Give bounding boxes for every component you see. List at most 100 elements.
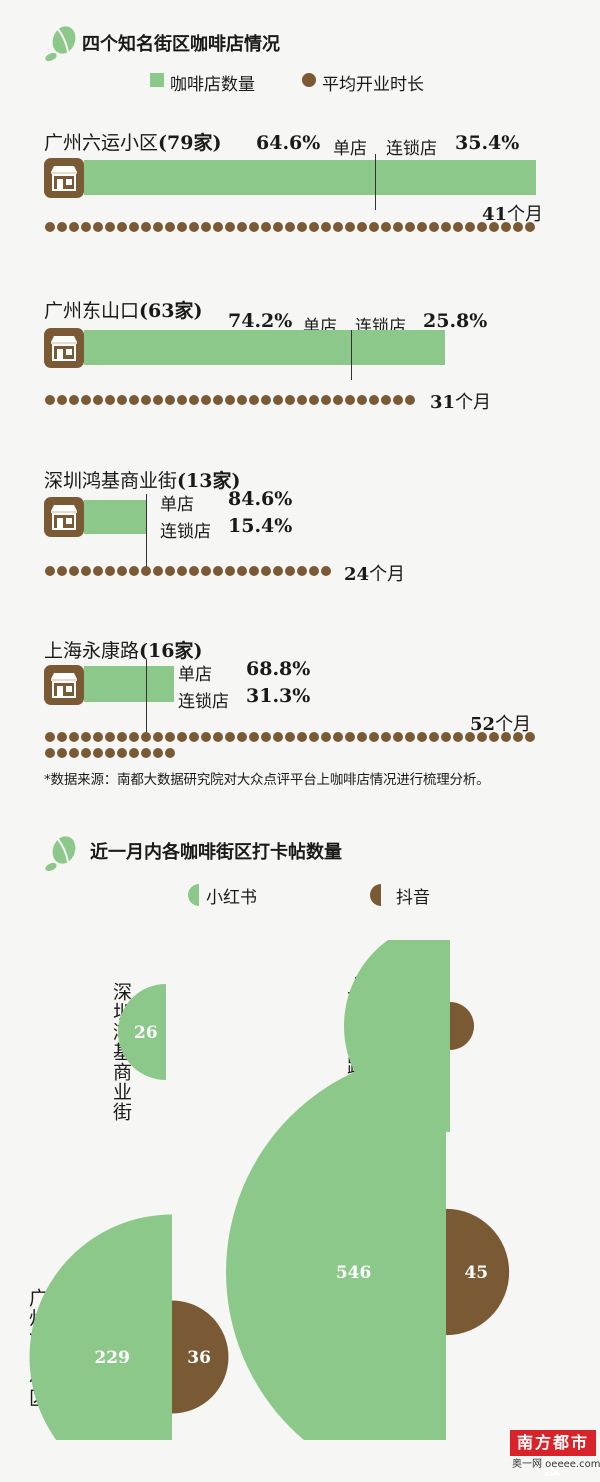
month-dot [453, 222, 463, 232]
count-bar [84, 330, 445, 365]
month-dot [141, 732, 151, 742]
month-dot [513, 222, 523, 232]
month-dot [153, 222, 163, 232]
month-dot [201, 566, 211, 576]
month-dot [417, 222, 427, 232]
month-dot [489, 222, 499, 232]
month-dot [333, 395, 343, 405]
duration-dots [45, 732, 535, 758]
month-dot [309, 222, 319, 232]
chain-label: 连锁店 [386, 139, 437, 159]
month-dot [441, 222, 451, 232]
month-dot [417, 732, 427, 742]
month-dot [405, 732, 415, 742]
month-dot [345, 222, 355, 232]
month-dot [393, 395, 403, 405]
month-dot [393, 732, 403, 742]
duration-label: 41个月 [482, 204, 544, 225]
month-dot [81, 395, 91, 405]
single-pct: 84.6% [228, 488, 293, 510]
month-dot [165, 732, 175, 742]
month-dot [141, 748, 151, 758]
logo-subtitle: 奥一网 oeeee.com [512, 1459, 600, 1470]
month-dot [45, 732, 55, 742]
month-dot [285, 222, 295, 232]
split-marker [351, 330, 352, 380]
split-marker [146, 660, 147, 736]
legend-duration-dot [302, 73, 316, 87]
month-dot [333, 222, 343, 232]
single-label: 单店 [333, 139, 367, 159]
duration-dots [45, 566, 331, 576]
month-dot [465, 222, 475, 232]
month-dot [345, 395, 355, 405]
month-dot [81, 732, 91, 742]
month-dot [57, 732, 67, 742]
legend-count-swatch [150, 73, 164, 87]
legend-duration-label: 平均开业时长 [322, 75, 424, 95]
count-bar [84, 500, 146, 534]
month-dot [153, 395, 163, 405]
month-dot [141, 395, 151, 405]
legend-douyin-swatch [370, 884, 381, 906]
month-dot [333, 732, 343, 742]
month-dot [165, 395, 175, 405]
douyin-value-label: 45 [464, 1263, 488, 1283]
storefront-icon [44, 665, 84, 705]
month-dot [381, 222, 391, 232]
month-dot [297, 222, 307, 232]
month-dot [465, 732, 475, 742]
split-marker [375, 154, 376, 210]
month-dot [213, 395, 223, 405]
duration-dots [45, 395, 415, 405]
month-dot [213, 222, 223, 232]
month-dot [165, 566, 175, 576]
month-dot [309, 732, 319, 742]
month-dot [117, 748, 127, 758]
month-dot [285, 566, 295, 576]
month-dot [45, 748, 55, 758]
duration-label: 24个月 [344, 564, 406, 585]
month-dot [189, 566, 199, 576]
street-title: 广州东山口(63家) [44, 300, 203, 322]
legend-xhs-swatch [188, 884, 199, 906]
xiaohongshu-value-label: 26 [134, 1023, 158, 1043]
month-dot [237, 566, 247, 576]
douyin-half-circle [450, 1002, 474, 1050]
month-dot [297, 566, 307, 576]
xiaohongshu-value-label: 546 [336, 1263, 372, 1283]
data-source-note: *数据来源：南都大数据研究院对大众点评平台上咖啡店情况进行梳理分析。 [44, 772, 490, 788]
chain-label: 连锁店 [160, 522, 211, 542]
month-dot [189, 395, 199, 405]
month-dot [321, 395, 331, 405]
month-dot [165, 748, 175, 758]
month-dot [369, 395, 379, 405]
legend-douyin-label: 抖音 [396, 888, 430, 908]
month-dot [513, 732, 523, 742]
month-dot [357, 222, 367, 232]
month-dot [177, 222, 187, 232]
month-dot [249, 732, 259, 742]
count-bar [84, 666, 174, 702]
month-dot [129, 748, 139, 758]
month-dot [129, 566, 139, 576]
month-dot [57, 566, 67, 576]
month-dot [393, 222, 403, 232]
month-dot [225, 395, 235, 405]
street-title: 广州六运小区(79家) [44, 132, 222, 154]
month-dot [321, 566, 331, 576]
month-dot [273, 395, 283, 405]
month-dot [477, 732, 487, 742]
month-dot [93, 748, 103, 758]
chain-label: 连锁店 [178, 692, 229, 712]
month-dot [321, 732, 331, 742]
single-label: 单店 [178, 665, 212, 685]
duration-dots [45, 222, 535, 232]
month-dot [129, 732, 139, 742]
month-dot [237, 395, 247, 405]
month-dot [309, 395, 319, 405]
month-dot [261, 395, 271, 405]
single-label: 单店 [160, 495, 194, 515]
month-dot [201, 732, 211, 742]
storefront-icon [44, 328, 84, 368]
